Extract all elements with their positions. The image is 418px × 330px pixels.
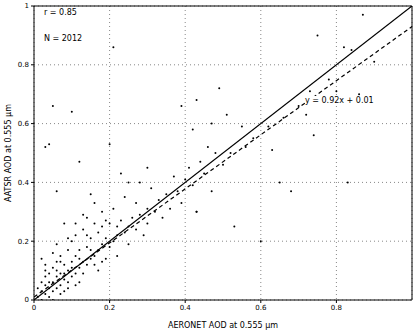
svg-text:0.8: 0.8 [18, 61, 29, 69]
svg-text:0: 0 [32, 304, 36, 312]
svg-text:1: 1 [25, 2, 29, 10]
html-text:N = 2012: N = 2012 [44, 34, 83, 43]
svg-text:0.2: 0.2 [104, 304, 115, 312]
html-text:r = 0.85: r = 0.85 [44, 8, 77, 17]
svg-text:0.4: 0.4 [180, 304, 192, 312]
svg-text:0.4: 0.4 [18, 179, 30, 187]
svg-text:0.2: 0.2 [18, 238, 29, 246]
svg-text:AATSR AOD at 0.555 µm: AATSR AOD at 0.555 µm [8, 104, 13, 202]
svg-text:0: 0 [25, 296, 29, 304]
svg-text:0.6: 0.6 [255, 304, 267, 312]
svg-text:0.8: 0.8 [331, 304, 342, 312]
svg-text:0.6: 0.6 [18, 120, 30, 128]
html-text:y = 0.92x + 0.01: y = 0.92x + 0.01 [305, 96, 374, 105]
svg-text:AERONET AOD at 0.555 µm: AERONET AOD at 0.555 µm [168, 321, 278, 330]
